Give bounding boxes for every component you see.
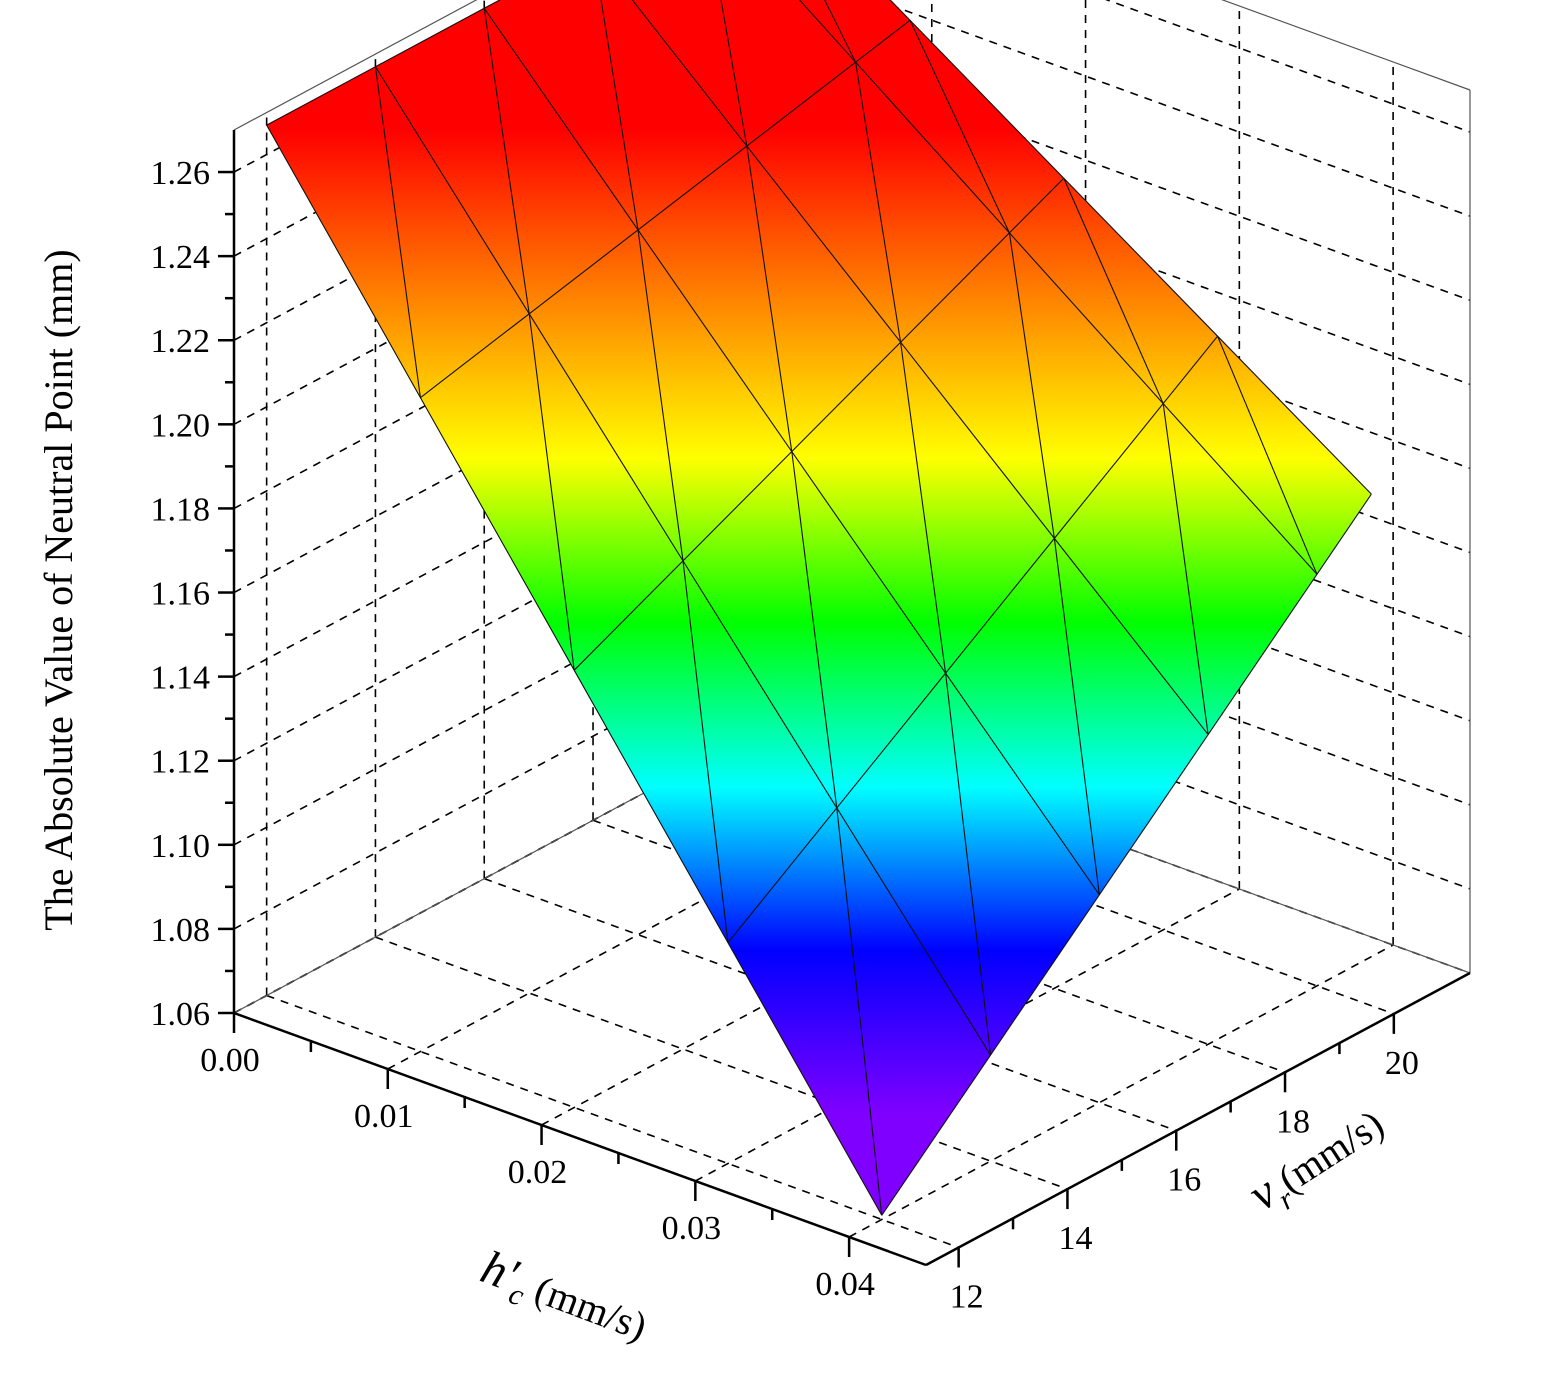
z-tick-label: 1.20 xyxy=(151,407,211,444)
mesh-diagonal xyxy=(374,66,421,398)
mesh-line-h xyxy=(881,493,1372,1216)
v-tick-label: 14 xyxy=(1058,1220,1092,1257)
z-tick-label: 1.14 xyxy=(151,660,211,697)
mesh-diagonal xyxy=(600,0,639,231)
mesh-diagonal xyxy=(945,673,992,1056)
mesh-diagonal xyxy=(1217,335,1318,575)
mesh-diagonal xyxy=(1053,538,1100,895)
gridline-h-floor xyxy=(694,888,1240,1182)
mesh-diagonal xyxy=(900,342,947,674)
mesh-diagonal xyxy=(855,62,902,343)
mesh-line-h xyxy=(727,335,1219,944)
box-top-right xyxy=(1221,0,1471,91)
h-tick-label: 0.02 xyxy=(508,1154,568,1191)
gridline-v-floor xyxy=(483,877,1177,1132)
h-tick-label: 0.00 xyxy=(200,1042,260,1079)
z-tick-label: 1.18 xyxy=(151,491,211,528)
z-tick-label: 1.10 xyxy=(151,828,211,865)
v-tick-label: 18 xyxy=(1276,1103,1310,1140)
h-axis-line xyxy=(233,1011,927,1267)
mesh-diagonal xyxy=(720,0,748,147)
h-axis-title: h′c (mm/s) xyxy=(472,1241,655,1357)
box-top-left xyxy=(233,0,478,131)
gridline-h-floor xyxy=(848,944,1394,1238)
mesh-diagonal xyxy=(1008,232,1055,539)
mesh-line-h xyxy=(266,0,501,126)
mesh-diagonal xyxy=(1162,403,1209,735)
h-tick-label: 0.04 xyxy=(815,1266,875,1303)
mesh-diagonal xyxy=(682,560,729,943)
v-tick-label: 12 xyxy=(950,1278,984,1315)
z-tick-label: 1.16 xyxy=(151,576,211,613)
mesh-diagonal xyxy=(909,20,1010,234)
h-tick-label: 0.01 xyxy=(354,1098,414,1135)
front-axes: 0.00 0.01 0.02 0.03 0.04 12 14 16 18 20 xyxy=(200,971,1471,1315)
z-tick-label: 1.08 xyxy=(151,912,211,949)
v-tick-label: 16 xyxy=(1167,1162,1201,1199)
mesh-diagonal xyxy=(746,145,793,452)
mesh-diagonal xyxy=(528,313,575,671)
z-tick-label: 1.12 xyxy=(151,744,211,781)
gridline-v-floor xyxy=(375,936,1068,1190)
gridline-v-floor xyxy=(266,994,959,1249)
mesh-line-h xyxy=(420,19,911,399)
z-tick-label: 1.22 xyxy=(151,323,211,360)
z-tick-label: 1.24 xyxy=(151,239,211,276)
surface xyxy=(266,0,1372,1216)
mesh-diagonal xyxy=(824,0,857,63)
mesh-diagonal xyxy=(637,229,684,561)
surface-fill xyxy=(266,0,1372,1216)
mesh-diagonal xyxy=(1063,178,1164,404)
z-tick-label: 1.26 xyxy=(151,155,211,192)
v-tick-label: 20 xyxy=(1385,1045,1419,1082)
h-tick-label: 0.03 xyxy=(662,1210,722,1247)
v-axis-title: vr(mm/s) xyxy=(1239,1096,1397,1228)
mesh-diagonal xyxy=(836,807,883,1216)
z-tick-label: 1.06 xyxy=(151,996,211,1033)
mesh-line-h xyxy=(573,177,1065,671)
z-axis-title: The Absolute Value of Neutral Point (mm) xyxy=(36,249,81,930)
v-axis-line xyxy=(925,971,1471,1267)
mesh-diagonal xyxy=(483,8,530,314)
mesh-diagonal xyxy=(791,451,838,809)
